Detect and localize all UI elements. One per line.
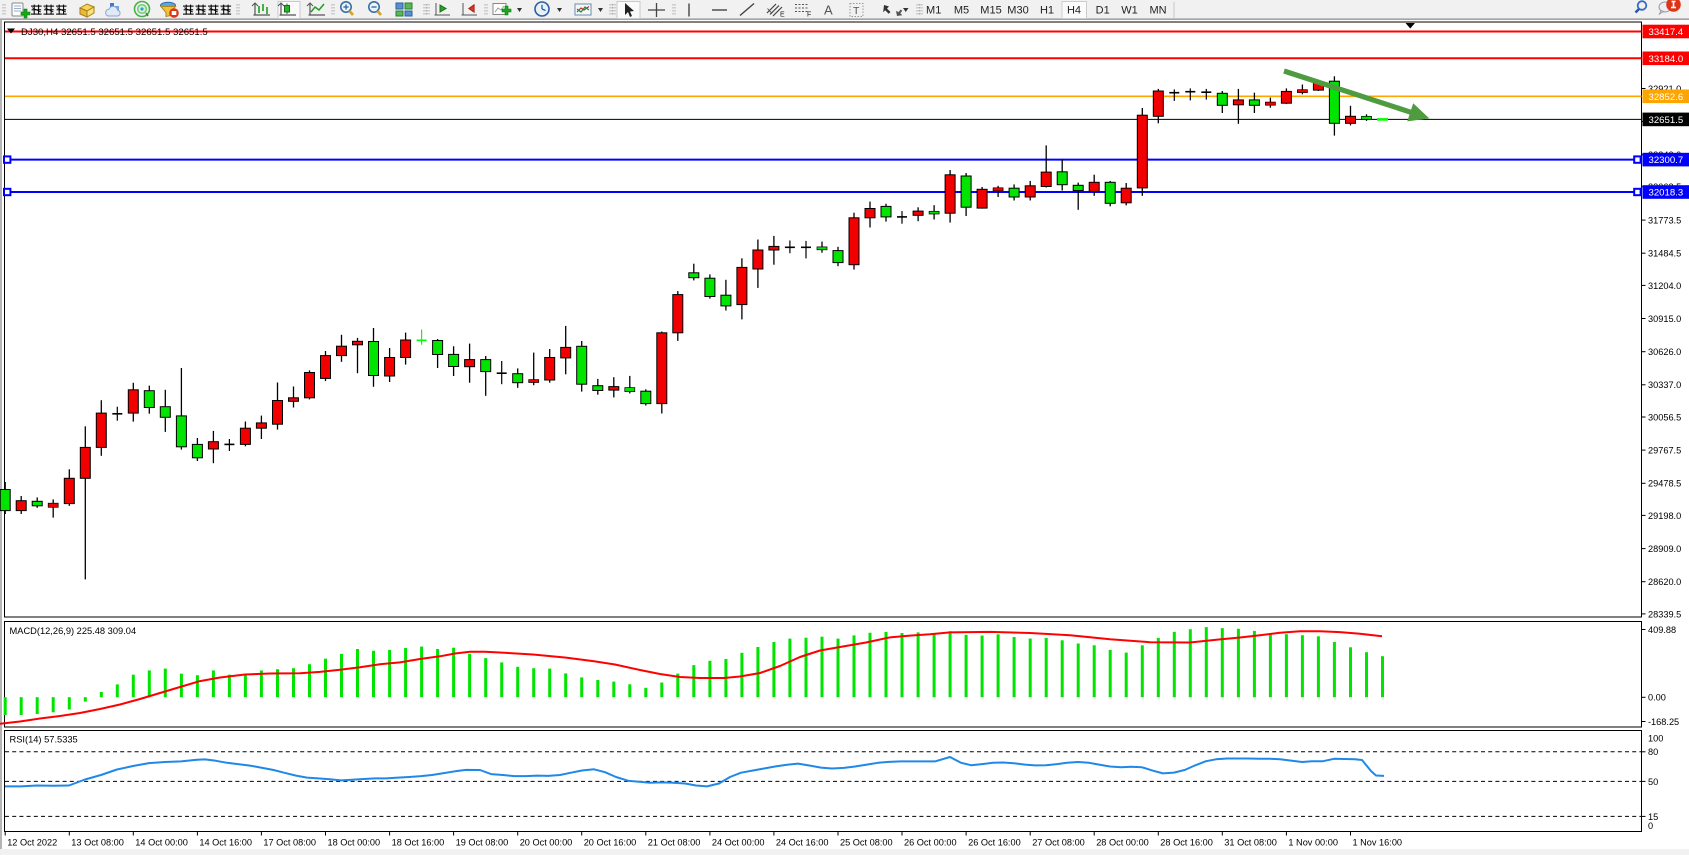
svg-text:28 Oct 16:00: 28 Oct 16:00	[1160, 838, 1213, 848]
svg-text:18 Oct 00:00: 18 Oct 00:00	[328, 838, 381, 848]
svg-text:A: A	[824, 3, 833, 18]
svg-text:32651.5: 32651.5	[1649, 115, 1684, 126]
svg-text:26 Oct 16:00: 26 Oct 16:00	[968, 838, 1021, 848]
svg-text:29767.5: 29767.5	[1648, 446, 1681, 456]
svg-text:32921.0: 32921.0	[1648, 84, 1681, 94]
svg-text:30626.0: 30626.0	[1648, 347, 1681, 357]
svg-text:31 Oct 08:00: 31 Oct 08:00	[1224, 838, 1277, 848]
svg-text:H4: H4	[1067, 5, 1081, 17]
svg-text:20 Oct 16:00: 20 Oct 16:00	[584, 838, 637, 848]
svg-text:28339.5: 28339.5	[1648, 609, 1681, 619]
svg-text:0.00: 0.00	[1648, 693, 1666, 703]
svg-text:33417.4: 33417.4	[1649, 27, 1684, 38]
svg-text:13 Oct 08:00: 13 Oct 08:00	[71, 838, 124, 848]
svg-text:30056.5: 30056.5	[1648, 412, 1681, 422]
svg-text:32300.7: 32300.7	[1649, 155, 1684, 166]
svg-text:D1: D1	[1096, 5, 1110, 17]
svg-text:25 Oct 08:00: 25 Oct 08:00	[840, 838, 893, 848]
svg-text:32852.6: 32852.6	[1649, 92, 1684, 103]
svg-text:28909.0: 28909.0	[1648, 544, 1681, 554]
svg-text:18 Oct 16:00: 18 Oct 16:00	[392, 838, 445, 848]
svg-text:17 Oct 08:00: 17 Oct 08:00	[263, 838, 316, 848]
svg-text:DJ30,H4 32651.5 32651.5 32651: DJ30,H4 32651.5 32651.5 32651.5 32651.5	[21, 27, 208, 38]
svg-text:29478.5: 29478.5	[1648, 479, 1681, 489]
svg-text:12 Oct 2022: 12 Oct 2022	[7, 838, 57, 848]
svg-text:E: E	[780, 12, 785, 19]
svg-text:80: 80	[1648, 747, 1658, 757]
svg-text:F: F	[807, 12, 811, 19]
svg-text:15: 15	[1648, 812, 1658, 822]
svg-text:14 Oct 16:00: 14 Oct 16:00	[199, 838, 252, 848]
svg-text:W1: W1	[1121, 5, 1138, 17]
svg-text:RSI(14) 57.5335: RSI(14) 57.5335	[10, 735, 78, 745]
svg-text:409.88: 409.88	[1648, 625, 1676, 635]
svg-text:1 Nov 16:00: 1 Nov 16:00	[1353, 838, 1403, 848]
svg-text:30337.0: 30337.0	[1648, 380, 1681, 390]
svg-text:14 Oct 00:00: 14 Oct 00:00	[135, 838, 188, 848]
svg-text:M5: M5	[954, 5, 969, 17]
svg-text:21 Oct 08:00: 21 Oct 08:00	[648, 838, 701, 848]
svg-text:32018.3: 32018.3	[1649, 188, 1684, 199]
svg-text:50: 50	[1648, 777, 1658, 787]
svg-text:MACD(12,26,9) 225.48 309.04: MACD(12,26,9) 225.48 309.04	[10, 626, 137, 636]
svg-text:29198.0: 29198.0	[1648, 511, 1681, 521]
svg-text:-168.25: -168.25	[1648, 717, 1679, 727]
svg-text:33184.0: 33184.0	[1649, 54, 1684, 65]
svg-text:31204.0: 31204.0	[1648, 281, 1681, 291]
svg-text:24 Oct 00:00: 24 Oct 00:00	[712, 838, 765, 848]
svg-text:27 Oct 08:00: 27 Oct 08:00	[1032, 838, 1085, 848]
svg-text:H1: H1	[1040, 5, 1054, 17]
svg-text:28620.0: 28620.0	[1648, 577, 1681, 587]
svg-text:0: 0	[1648, 821, 1653, 831]
svg-text:20 Oct 00:00: 20 Oct 00:00	[520, 838, 573, 848]
svg-text:M15: M15	[980, 5, 1001, 17]
svg-text:T: T	[853, 5, 860, 17]
svg-text:19 Oct 08:00: 19 Oct 08:00	[456, 838, 509, 848]
svg-text:26 Oct 00:00: 26 Oct 00:00	[904, 838, 957, 848]
svg-text:31484.5: 31484.5	[1648, 249, 1681, 259]
svg-text:M1: M1	[926, 5, 941, 17]
svg-text:1 Nov 00:00: 1 Nov 00:00	[1288, 838, 1338, 848]
svg-text:24 Oct 16:00: 24 Oct 16:00	[776, 838, 829, 848]
svg-text:M30: M30	[1007, 5, 1028, 17]
svg-text:30915.0: 30915.0	[1648, 314, 1681, 324]
svg-text:31773.5: 31773.5	[1648, 216, 1681, 226]
svg-text:100: 100	[1648, 733, 1663, 743]
svg-text:28 Oct 00:00: 28 Oct 00:00	[1096, 838, 1149, 848]
svg-text:MN: MN	[1149, 5, 1166, 17]
